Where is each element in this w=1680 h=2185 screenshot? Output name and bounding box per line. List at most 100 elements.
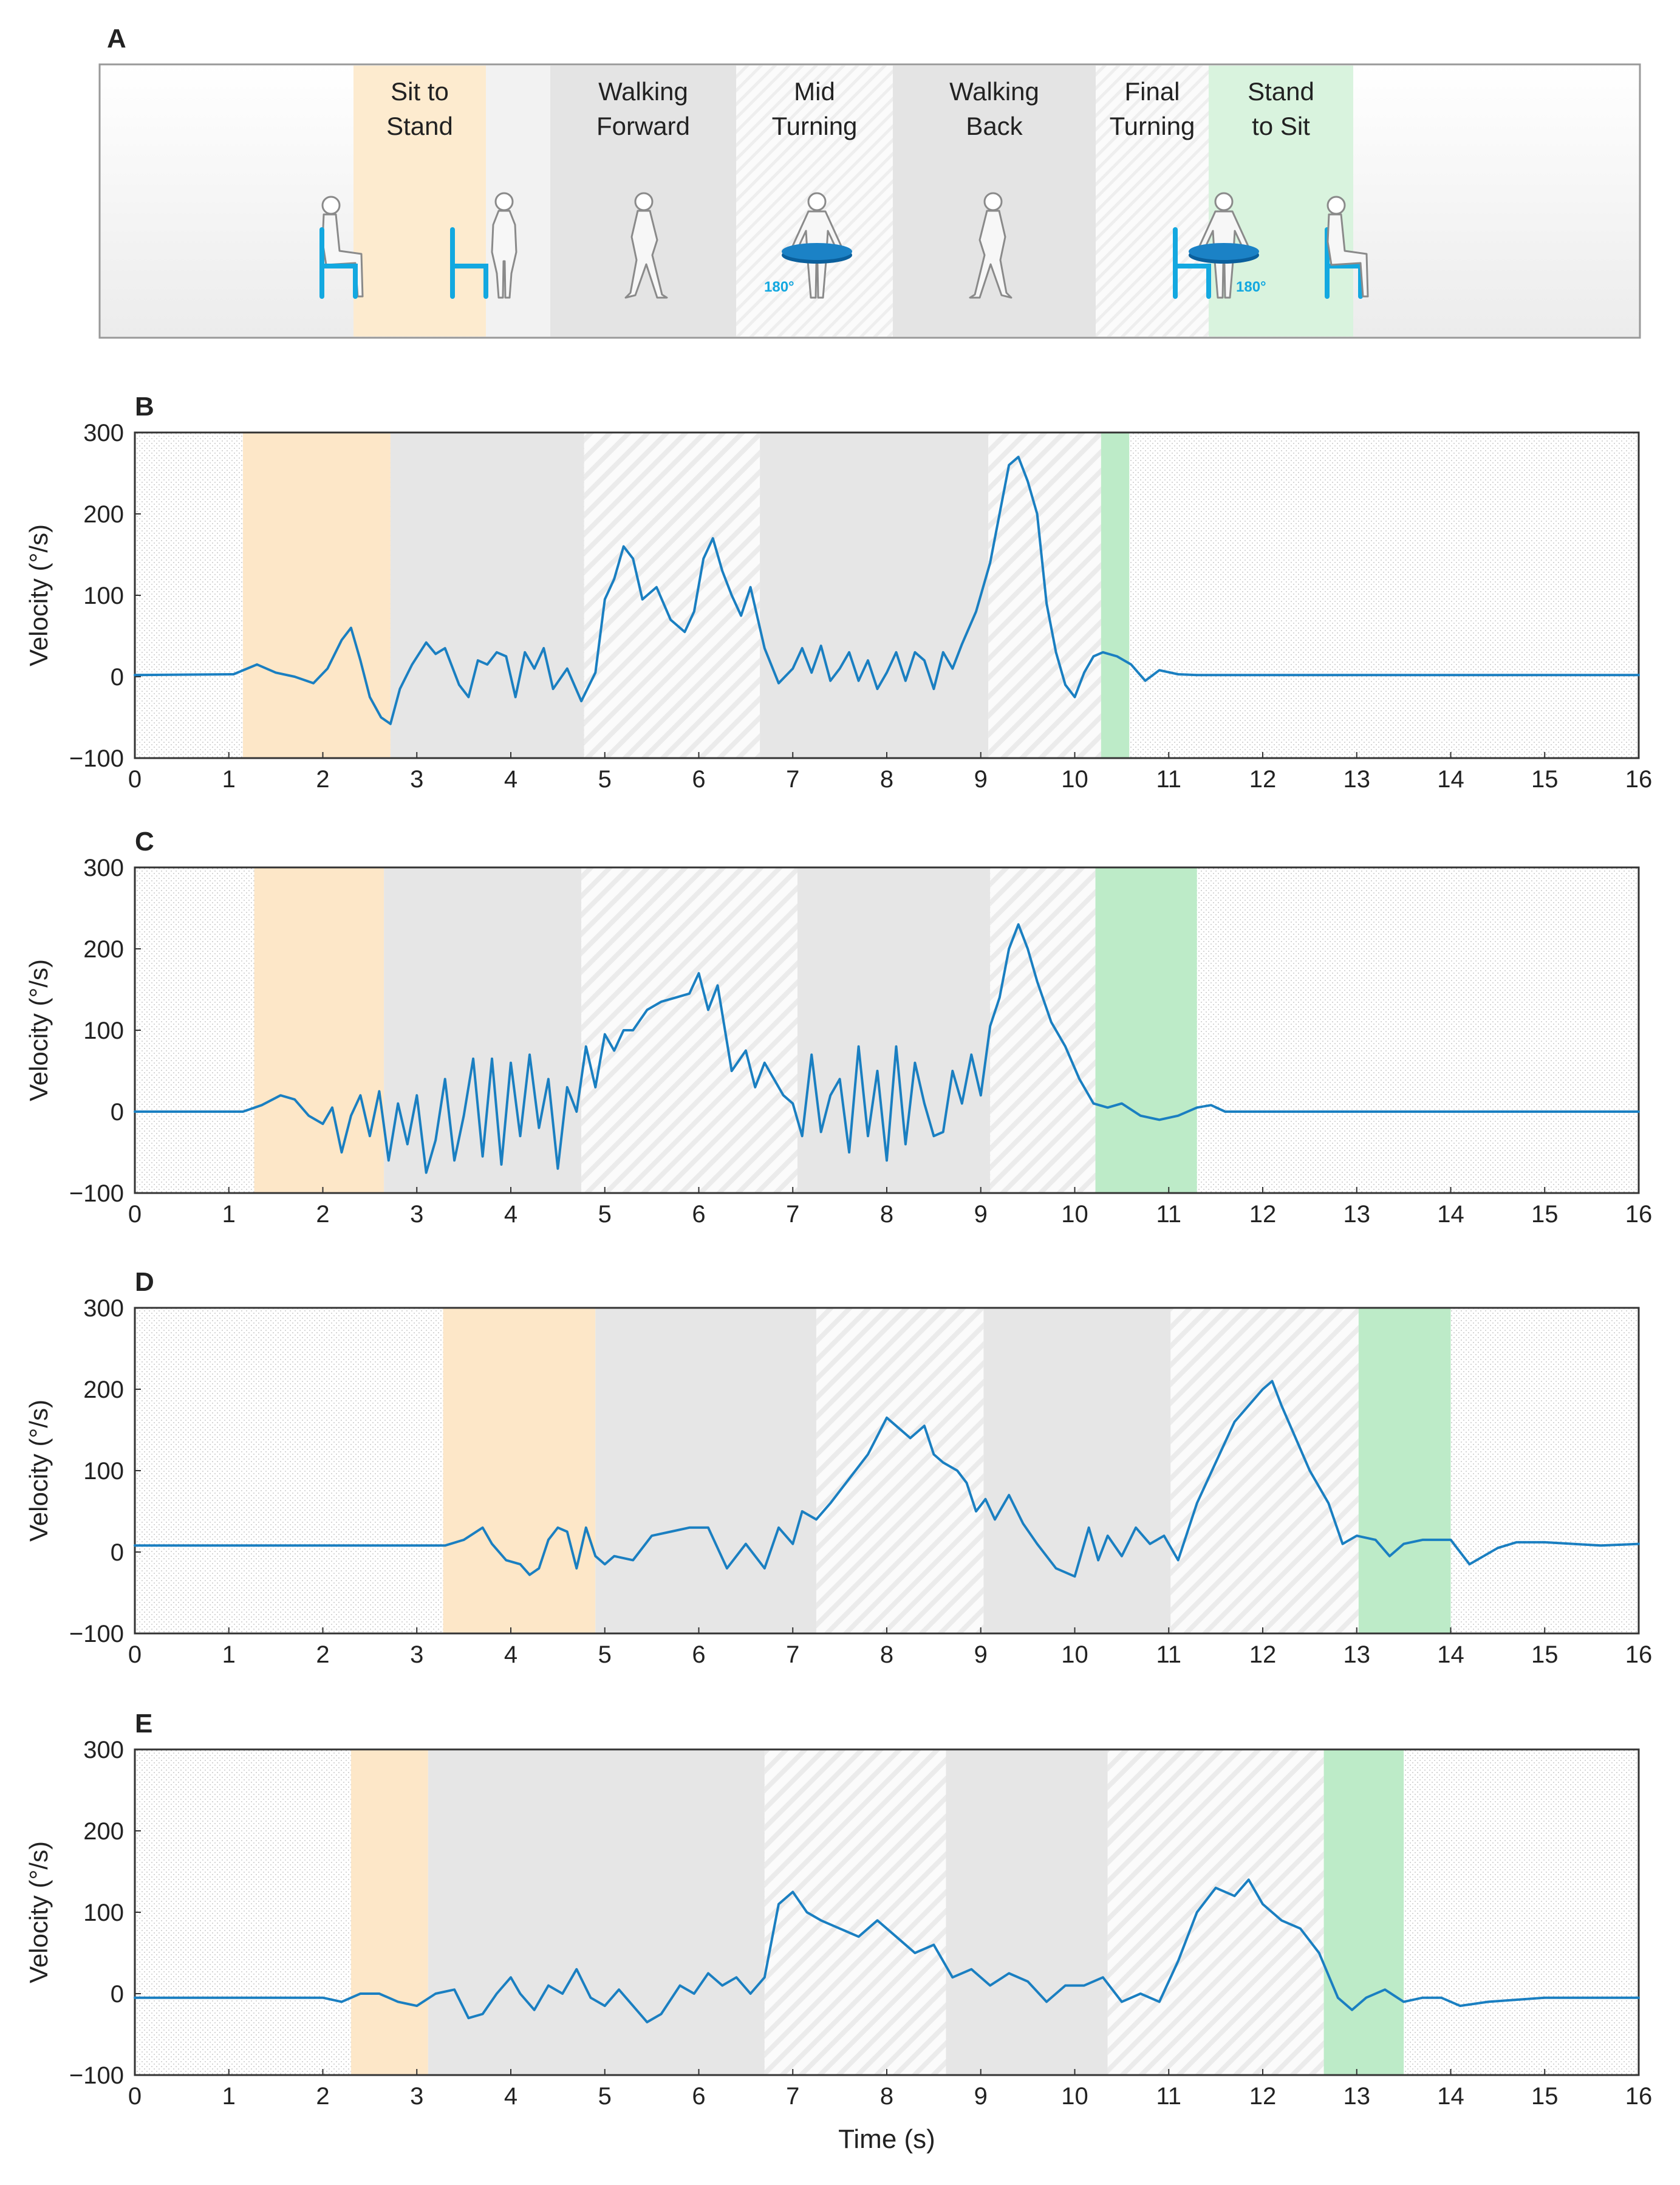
phase-label-sit_to_stand-line1: Sit to — [391, 77, 449, 106]
x-tick-label: 3 — [410, 766, 423, 793]
panel-label: C — [135, 827, 154, 857]
x-tick-label: 16 — [1625, 766, 1653, 793]
phase-band-final_turning — [1096, 66, 1209, 337]
panel-a-phase-labels: Sit to Stand Walking Forward Mid Turning Walki… — [386, 77, 1314, 140]
phase-band-turning — [584, 433, 760, 758]
x-tick-label: 1 — [222, 766, 236, 793]
x-tick-label: 7 — [786, 1641, 799, 1668]
x-tick-label: 0 — [128, 766, 142, 793]
x-tick-label: 11 — [1156, 2083, 1181, 2110]
x-tick-label: 9 — [974, 1641, 988, 1668]
x-tick-label: 12 — [1249, 2083, 1277, 2110]
x-tick-label: 13 — [1344, 1201, 1371, 1228]
phase-band-sit_to_stand — [350, 1749, 428, 2075]
x-tick-label: 2 — [316, 766, 329, 793]
y-axis-label: Velocity (°/s) — [24, 959, 53, 1101]
y-tick-label: 200 — [83, 1818, 124, 1845]
y-tick-label: 200 — [83, 1376, 124, 1403]
x-tick-label: 0 — [128, 1641, 142, 1668]
x-tick-label: 12 — [1249, 1201, 1277, 1228]
x-tick-label: 11 — [1156, 1641, 1181, 1668]
y-tick-label: 0 — [111, 664, 124, 691]
phase-band-sit_to_stand — [353, 66, 486, 337]
panel-label: B — [135, 392, 154, 422]
y-axis-label: Velocity (°/s) — [24, 524, 53, 666]
chart-panel-c: C0 1 2 3 4 5 6 7 8 9 10 11 12 13 14 15 16−1000100200300V… — [24, 827, 1652, 1228]
y-tick-label: 300 — [83, 420, 124, 446]
velocity-series-line — [134, 456, 1640, 725]
phase-label-final_turning-line2: Turning — [1110, 112, 1195, 140]
x-tick-label: 4 — [504, 1641, 517, 1668]
x-tick-label: 15 — [1531, 766, 1559, 793]
y-tick-label: −100 — [69, 745, 124, 772]
turn-label-final: 180° — [1236, 279, 1266, 295]
panel-a: A Sit to Stand Walking Forward Mid Turning Wal… — [98, 24, 1641, 339]
phase-label-mid_turning-line2: Turning — [772, 112, 858, 140]
phase-label-walking_forward-line2: Forward — [596, 112, 690, 140]
x-tick-label: 4 — [504, 2083, 517, 2110]
x-tick-label: 0 — [128, 2083, 142, 2110]
x-tick-label: 9 — [974, 2083, 988, 2110]
x-tick-label: 10 — [1061, 1641, 1088, 1668]
x-tick-label: 7 — [786, 766, 799, 793]
x-tick-label: 5 — [598, 1201, 612, 1228]
x-tick-label: 3 — [410, 1201, 423, 1228]
y-tick-label: 0 — [111, 1981, 124, 2008]
y-tick-label: 100 — [83, 583, 124, 609]
phase-label-walking_back-line2: Back — [966, 112, 1023, 140]
y-tick-label: 300 — [83, 855, 124, 881]
phase-label-final_turning-line1: Final — [1124, 77, 1180, 106]
phase-label-mid_turning-line1: Mid — [794, 77, 835, 106]
x-tick-label: 10 — [1061, 2083, 1088, 2110]
x-tick-label: 8 — [880, 766, 893, 793]
y-tick-label: 200 — [83, 936, 124, 963]
phase-band-sit_to_stand — [254, 867, 384, 1193]
y-tick-label: 0 — [111, 1099, 124, 1126]
y-axis-label: Velocity (°/s) — [24, 1400, 53, 1542]
phase-label-stand_to_sit-line1: Stand — [1248, 77, 1314, 106]
phase-label-sit_to_stand-line2: Stand — [386, 112, 453, 140]
x-tick-label: 8 — [880, 1641, 893, 1668]
x-tick-label: 15 — [1531, 2083, 1559, 2110]
velocity-charts: B0 1 2 3 4 5 6 7 8 9 10 11 12 13 14 15 16−1000100200300V… — [24, 392, 1652, 2154]
phase-band-turning — [581, 867, 797, 1193]
x-tick-label: 11 — [1156, 766, 1181, 793]
panel-a-label: A — [107, 24, 126, 53]
phase-band-walking — [390, 433, 584, 758]
y-tick-label: 100 — [83, 1458, 124, 1485]
x-tick-label: 3 — [410, 2083, 423, 2110]
chart-panel-b: B0 1 2 3 4 5 6 7 8 9 10 11 12 13 14 15 16−1000100200300V… — [24, 392, 1652, 793]
x-tick-label: 16 — [1625, 2083, 1653, 2110]
x-tick-label: 6 — [692, 766, 705, 793]
turn-disc-icon — [782, 243, 852, 264]
phase-band-walking — [384, 867, 582, 1193]
phase-band-turning — [990, 867, 1096, 1193]
x-tick-label: 7 — [786, 2083, 799, 2110]
phase-band-turning — [764, 1749, 946, 2075]
x-tick-label: 5 — [598, 766, 612, 793]
x-tick-label: 2 — [316, 1201, 329, 1228]
phase-band-sit_to_stand — [242, 433, 391, 758]
phase-band-stand_to_sit — [1101, 433, 1130, 758]
x-tick-label: 6 — [692, 1201, 705, 1228]
x-tick-label: 2 — [316, 1641, 329, 1668]
phase-band-walking — [797, 867, 991, 1193]
x-tick-label: 6 — [692, 1641, 705, 1668]
phase-band-walking — [946, 1749, 1108, 2075]
x-tick-label: 1 — [222, 2083, 236, 2110]
y-tick-label: −100 — [69, 2062, 124, 2089]
chart-panel-d: D0 1 2 3 4 5 6 7 8 9 10 11 12 13 14 15 16−1000100200300V… — [24, 1267, 1652, 1668]
x-tick-label: 2 — [316, 2083, 329, 2110]
x-tick-label: 16 — [1625, 1201, 1653, 1228]
phase-band-stand_to_sit — [1095, 867, 1197, 1193]
x-tick-label: 4 — [504, 1201, 517, 1228]
phase-band-walking — [428, 1749, 765, 2075]
x-tick-label: 5 — [598, 1641, 612, 1668]
phase-band-sit_to_stand — [443, 1308, 596, 1633]
x-tick-label: 12 — [1249, 1641, 1277, 1668]
y-tick-label: 300 — [83, 1737, 124, 1763]
velocity-series-line — [134, 923, 1640, 1174]
x-tick-label: 8 — [880, 1201, 893, 1228]
x-tick-label: 13 — [1344, 766, 1371, 793]
